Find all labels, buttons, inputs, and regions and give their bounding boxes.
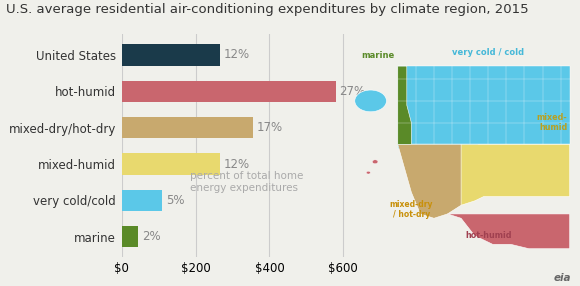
Bar: [122, 190, 162, 211]
Polygon shape: [398, 66, 570, 166]
Bar: [122, 44, 220, 65]
Text: marine: marine: [361, 51, 394, 59]
Ellipse shape: [367, 171, 371, 174]
Text: mixed-
humid: mixed- humid: [536, 113, 567, 132]
Polygon shape: [398, 66, 411, 144]
Text: eia: eia: [554, 273, 571, 283]
Polygon shape: [398, 144, 461, 218]
Bar: [122, 154, 220, 174]
Bar: [122, 81, 336, 102]
Ellipse shape: [372, 160, 378, 164]
Text: 17%: 17%: [256, 121, 282, 134]
Text: hot-humid: hot-humid: [465, 231, 512, 240]
Text: percent of total home
energy expenditures: percent of total home energy expenditure…: [190, 171, 303, 193]
Text: U.S. average residential air-conditioning expenditures by climate region, 2015: U.S. average residential air-conditionin…: [6, 3, 528, 16]
Polygon shape: [448, 144, 570, 205]
Text: 27%: 27%: [339, 85, 365, 98]
Polygon shape: [448, 214, 570, 249]
Text: 2%: 2%: [142, 230, 161, 243]
Text: mixed-dry
/ hot-dry: mixed-dry / hot-dry: [390, 200, 433, 219]
Text: 12%: 12%: [223, 49, 249, 61]
Text: very cold / cold: very cold / cold: [452, 48, 524, 57]
Bar: [122, 117, 253, 138]
Ellipse shape: [355, 90, 386, 112]
Text: 5%: 5%: [166, 194, 184, 207]
Text: 12%: 12%: [223, 158, 249, 170]
Bar: [122, 226, 139, 247]
Polygon shape: [398, 66, 570, 144]
